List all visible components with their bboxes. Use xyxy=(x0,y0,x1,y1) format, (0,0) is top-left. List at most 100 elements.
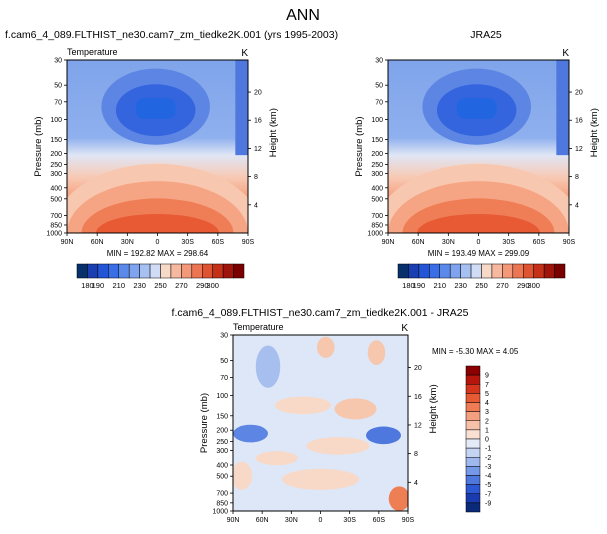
anomaly-blob xyxy=(255,345,281,388)
colorbar-swatch xyxy=(222,263,234,279)
colorbar-swatch xyxy=(160,263,172,279)
colorbar-label: 230 xyxy=(133,281,146,290)
anomaly-blob xyxy=(306,437,370,455)
x-tick-label: 60S xyxy=(533,239,546,246)
z-tick-label: 16 xyxy=(254,118,262,125)
colorbar-swatch xyxy=(181,263,193,279)
p-tick-label: 1000 xyxy=(212,509,228,516)
colorbar-label: 210 xyxy=(433,281,446,290)
p-tick-label: 30 xyxy=(220,333,228,340)
colorbar-label: 2 xyxy=(485,418,489,425)
z-tick-label: 8 xyxy=(414,451,418,458)
p-tick-label: 70 xyxy=(375,99,383,106)
p-tick-label: 150 xyxy=(216,413,228,420)
colorbar-label: 7 xyxy=(485,382,489,389)
colorbar-label: 300 xyxy=(206,281,219,290)
colorbar-label: 250 xyxy=(154,281,167,290)
colorbar-swatch xyxy=(418,263,430,279)
colorbar-swatch xyxy=(491,263,503,279)
colorbar-label: -1 xyxy=(485,446,491,453)
z-tick-label: 8 xyxy=(254,174,258,181)
x-tick-label: 90N xyxy=(382,239,395,246)
z-tick-label: 20 xyxy=(414,365,422,372)
p-tick-label: 400 xyxy=(50,185,62,192)
colorbar-swatch xyxy=(465,374,481,385)
p-tick-label: 700 xyxy=(216,491,228,498)
colorbar-swatch xyxy=(191,263,203,279)
colorbar-swatch xyxy=(449,263,461,279)
y-axis-right-label: Height (km) xyxy=(428,384,439,433)
p-tick-label: 850 xyxy=(216,500,228,507)
p-tick-label: 1000 xyxy=(367,231,383,238)
colorbar-label: 290 xyxy=(517,281,530,290)
p-tick-label: 50 xyxy=(220,358,228,365)
anomaly-blob xyxy=(275,396,331,415)
colorbar-label: -3 xyxy=(485,464,491,471)
p-tick-label: 300 xyxy=(216,448,228,455)
colorbar-label: 4 xyxy=(485,400,489,407)
colorbar-swatch xyxy=(465,411,481,421)
anomaly-blob xyxy=(282,468,359,490)
x-tick-label: 60S xyxy=(212,239,225,246)
colorbar-swatch xyxy=(149,263,161,279)
y-axis-label: Pressure (mb) xyxy=(199,393,210,453)
colorbar-swatch xyxy=(465,502,481,513)
p-tick-label: 50 xyxy=(375,83,383,90)
panel-title: f.cam6_4_089.FLTHIST_ne30.cam7_zm_tiedke… xyxy=(172,307,469,319)
colorbar-swatch xyxy=(554,263,566,279)
chart-panel-2: JRA25K3050701001502002503004005007008501… xyxy=(354,29,600,290)
cold-core xyxy=(135,98,176,119)
p-tick-label: 30 xyxy=(375,58,383,65)
chart-panel-1: f.cam6_4_089.FLTHIST_ne30.cam7_zm_tiedke… xyxy=(5,29,338,290)
y-axis-right-label: Height (km) xyxy=(589,108,600,157)
z-tick-label: 20 xyxy=(575,90,583,97)
p-tick-label: 1000 xyxy=(46,231,62,238)
y-axis-right-label: Height (km) xyxy=(268,108,279,157)
stats-label: MIN = -5.30 MAX = 4.05 xyxy=(432,347,519,356)
colorbar-swatch xyxy=(465,438,481,449)
anomaly-blob xyxy=(255,451,298,466)
colorbar-swatch xyxy=(523,263,534,279)
colorbar-swatch xyxy=(465,384,481,394)
x-tick-label: 0 xyxy=(477,239,481,246)
colorbar-swatch xyxy=(76,263,88,279)
warm-band xyxy=(95,213,220,233)
polar-cold xyxy=(556,60,569,156)
z-tick-label: 4 xyxy=(414,480,418,487)
colorbar-swatch xyxy=(439,263,451,279)
x-tick-label: 0 xyxy=(319,517,323,524)
p-tick-label: 500 xyxy=(371,196,383,203)
colorbar-label: 1 xyxy=(485,427,489,434)
polar-cold xyxy=(235,60,248,156)
colorbar-swatch xyxy=(465,457,481,467)
p-tick-label: 150 xyxy=(371,137,383,144)
colorbar-label: -9 xyxy=(485,500,491,507)
stats-label: MIN = 192.82 MAX = 298.64 xyxy=(107,249,209,258)
p-tick-label: 500 xyxy=(216,474,228,481)
x-tick-label: 60N xyxy=(91,239,104,246)
colorbar-label: 0 xyxy=(485,437,489,444)
z-tick-label: 20 xyxy=(254,90,262,97)
colorbar-swatch xyxy=(465,493,481,504)
p-tick-label: 50 xyxy=(54,83,62,90)
x-tick-label: 0 xyxy=(156,239,160,246)
field-fill xyxy=(233,335,408,511)
units-label: K xyxy=(401,323,408,334)
colorbar-swatch xyxy=(512,263,524,279)
p-tick-label: 200 xyxy=(216,428,228,435)
colorbar: 9 7 5 4 3 2 1 0 -1 -2 -3 -4 -5 -7 -9 xyxy=(465,365,491,513)
warm-band xyxy=(416,213,541,233)
p-tick-label: 150 xyxy=(50,137,62,144)
stats-label: MIN = 193.49 MAX = 299.09 xyxy=(428,249,530,258)
colorbar-label: 250 xyxy=(475,281,488,290)
colorbar-label: 230 xyxy=(454,281,467,290)
colorbar-label: 210 xyxy=(112,281,125,290)
colorbar-label: 180 xyxy=(402,281,415,290)
z-tick-label: 4 xyxy=(254,202,258,209)
anomaly-blob xyxy=(367,340,386,365)
colorbar-label: 9 xyxy=(485,373,489,380)
x-tick-label: 30S xyxy=(343,517,356,524)
units-label: K xyxy=(241,48,248,59)
